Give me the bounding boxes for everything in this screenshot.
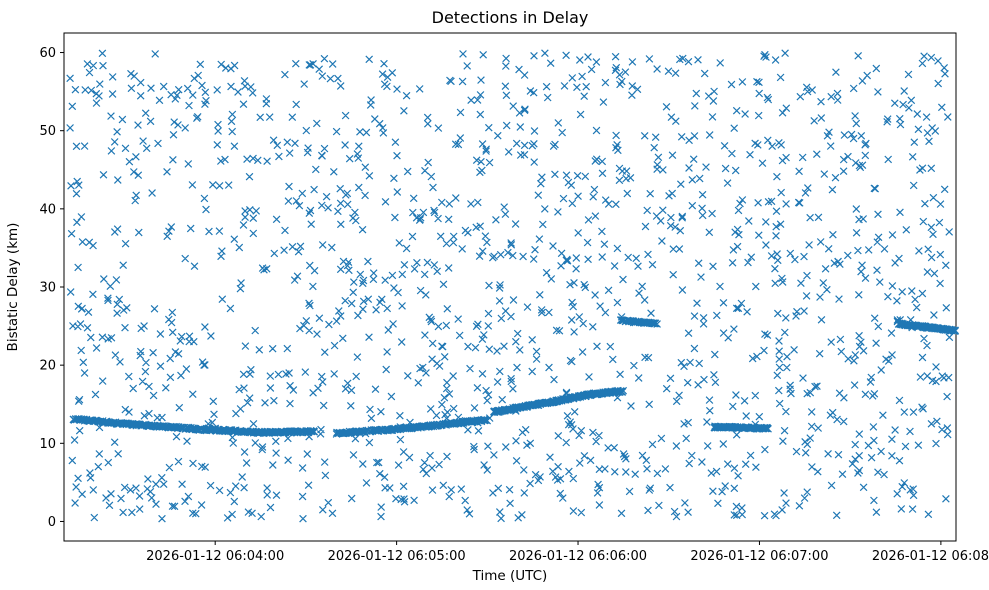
y-tick-label: 10 <box>39 437 56 452</box>
x-tick-label: 2026-01-12 06:08:00 <box>872 549 989 564</box>
y-tick-label: 40 <box>39 202 56 217</box>
y-tick-label: 0 <box>48 515 56 530</box>
clutter-points <box>66 49 954 523</box>
y-tick-label: 60 <box>39 46 56 61</box>
x-tick-label: 2026-01-12 06:05:00 <box>328 549 466 564</box>
plot-area: 2026-01-12 06:04:00 2026-01-12 06:05:00 20… <box>39 32 989 564</box>
track-points <box>69 316 960 438</box>
y-tick-label: 30 <box>39 281 56 296</box>
x-tick-label: 2026-01-12 06:04:00 <box>146 549 284 564</box>
chart-title: Detections in Delay <box>432 8 589 27</box>
y-tick-label: 50 <box>39 124 56 139</box>
x-axis-label: Time (UTC) <box>472 568 548 584</box>
x-tick-label: 2026-01-12 06:06:00 <box>509 549 647 564</box>
x-tick-label: 2026-01-12 06:07:00 <box>690 549 828 564</box>
y-tick-label: 20 <box>39 359 56 374</box>
y-axis-label: Bistatic Delay (km) <box>5 223 21 352</box>
